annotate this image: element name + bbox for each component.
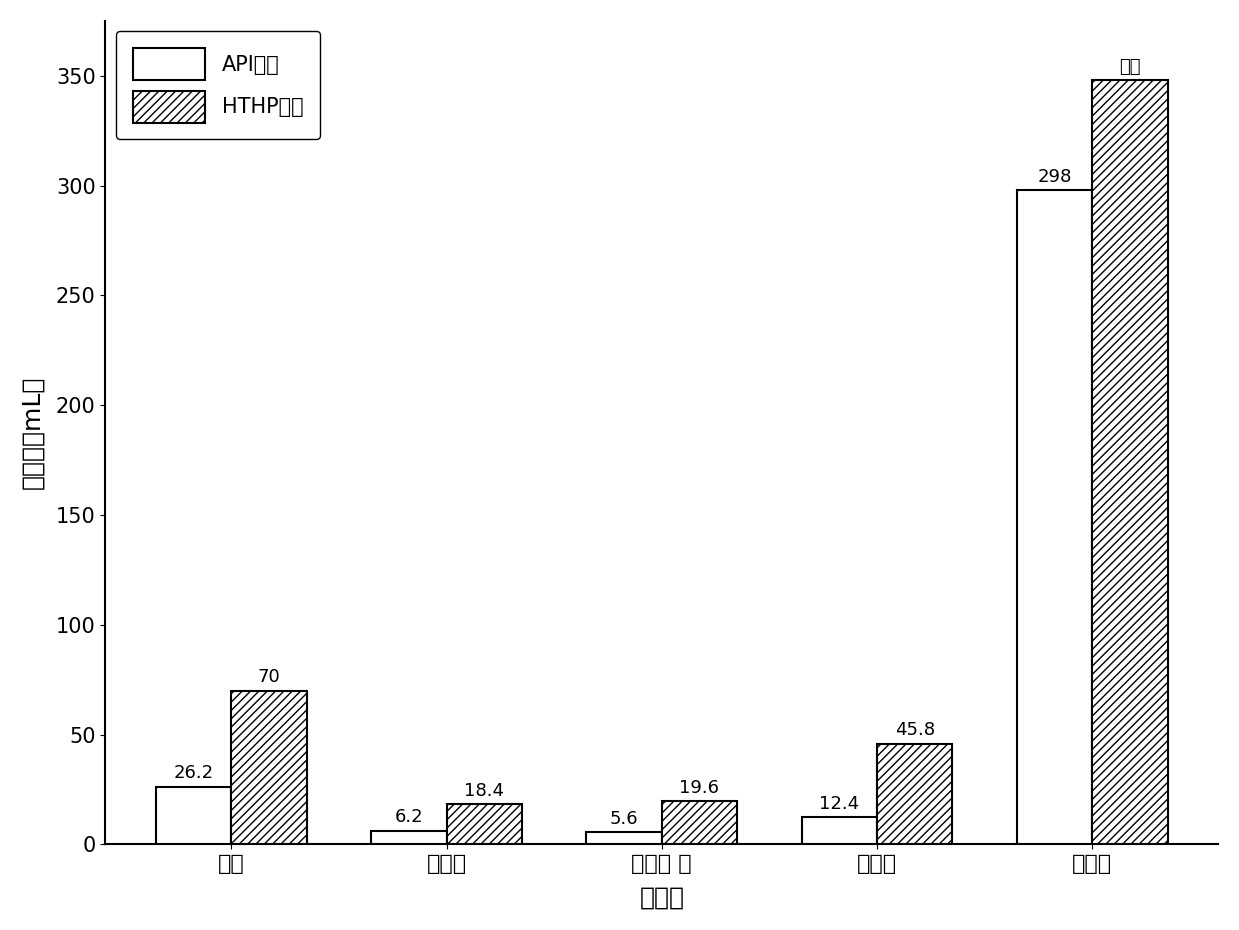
Bar [446,804,522,844]
Text: 18.4: 18.4 [465,781,504,800]
Bar [662,802,737,844]
Bar [1093,80,1167,844]
Text: 5.6: 5.6 [610,810,638,828]
Legend: API失水, HTHP失水: API失水, HTHP失水 [115,32,321,140]
Text: 26.2: 26.2 [173,764,213,782]
Bar [1017,190,1093,844]
Bar [586,832,662,844]
X-axis label: 处理剂: 处理剂 [639,885,684,910]
Bar [156,787,232,844]
Text: 12.4: 12.4 [819,795,860,813]
Bar [877,744,953,844]
Text: 298: 298 [1037,167,1072,185]
Text: 45.8: 45.8 [895,722,934,739]
Bar [372,830,446,844]
Y-axis label: 滤失量（mL）: 滤失量（mL） [21,376,45,489]
Bar [232,691,307,844]
Text: 全失: 全失 [1119,58,1141,75]
Bar [802,817,877,844]
Text: 70: 70 [258,669,280,686]
Text: 6.2: 6.2 [394,808,424,827]
Text: 19.6: 19.6 [679,779,720,797]
